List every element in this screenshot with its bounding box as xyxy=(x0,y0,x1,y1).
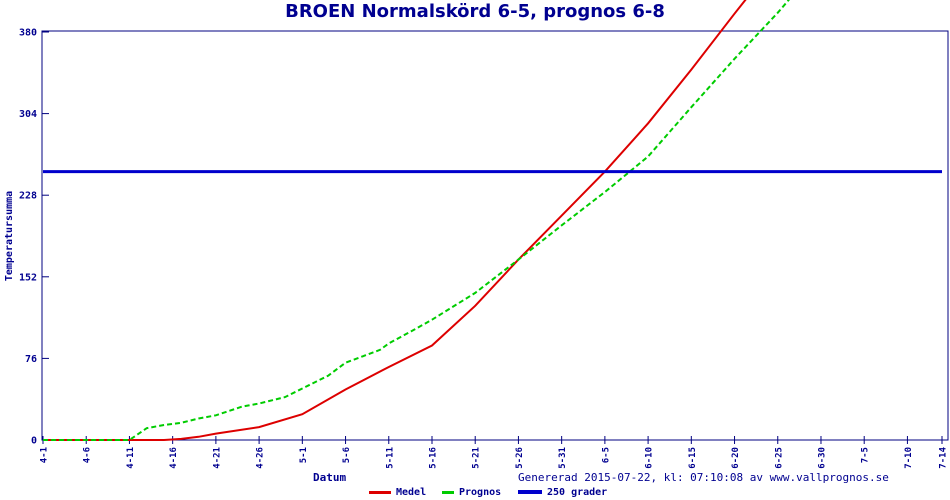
plot-frame xyxy=(41,30,949,441)
x-tick-label: 4-26 xyxy=(256,447,266,469)
y-tick-label: 304 xyxy=(19,109,37,120)
x-tick-label: 4-21 xyxy=(212,447,222,469)
x-axis-title: Datum xyxy=(313,471,347,484)
threshold-line-swatch xyxy=(518,490,542,494)
x-tick-label: 5-26 xyxy=(515,447,525,469)
medel-line xyxy=(43,0,747,441)
prognos-line xyxy=(43,0,790,441)
x-tick-label: 6-10 xyxy=(645,447,655,469)
legend-label-prognos: Prognos xyxy=(459,486,502,498)
generated-timestamp: Genererad 2015-07-22, kl: 07:10:08 av ww… xyxy=(518,471,889,484)
y-tick-label: 228 xyxy=(19,191,37,202)
chart-title: BROEN Normalskörd 6-5, prognos 6-8 xyxy=(285,1,665,22)
x-tick-label: 4-1 xyxy=(40,447,50,463)
x-tick-label: 5-31 xyxy=(558,447,568,469)
x-tick-label: 5-11 xyxy=(385,447,395,469)
legend-item-250-grader: 250 grader xyxy=(518,485,607,499)
y-tick-label: 76 xyxy=(25,354,37,365)
x-tick-label: 4-16 xyxy=(169,447,179,469)
prognos-line-swatch xyxy=(442,490,454,494)
x-tick-label: 6-30 xyxy=(817,447,827,469)
x-tick-label: 6-5 xyxy=(601,447,611,463)
x-tick-label: 4-6 xyxy=(83,447,93,463)
y-tick-label: 380 xyxy=(19,28,37,39)
x-tick-label: 7-14 xyxy=(939,446,949,468)
x-tick-label: 5-16 xyxy=(428,447,438,469)
x-tick-label: 7-5 xyxy=(861,447,871,463)
x-tick-label: 6-20 xyxy=(731,447,741,469)
y-axis-title: Temperatursumma xyxy=(4,191,15,281)
x-tick-label: 5-6 xyxy=(342,447,352,463)
x-tick-label: 6-25 xyxy=(774,447,784,469)
x-tick-label: 4-11 xyxy=(126,447,136,469)
legend-item-medel: Medel xyxy=(369,485,426,499)
y-tick-label: 152 xyxy=(19,272,37,283)
legend: Medel Prognos 250 grader xyxy=(0,485,950,499)
x-tick-label: 7-10 xyxy=(904,447,914,469)
x-tick-label: 5-21 xyxy=(472,447,482,469)
legend-label-medel: Medel xyxy=(396,486,427,498)
x-tick-label: 6-15 xyxy=(688,447,698,469)
legend-label-250-grader: 250 grader xyxy=(547,486,608,498)
x-tick-label: 5-1 xyxy=(299,447,309,463)
medel-line-swatch xyxy=(369,490,391,494)
legend-item-prognos: Prognos xyxy=(442,485,501,499)
y-tick-label: 0 xyxy=(31,436,37,447)
